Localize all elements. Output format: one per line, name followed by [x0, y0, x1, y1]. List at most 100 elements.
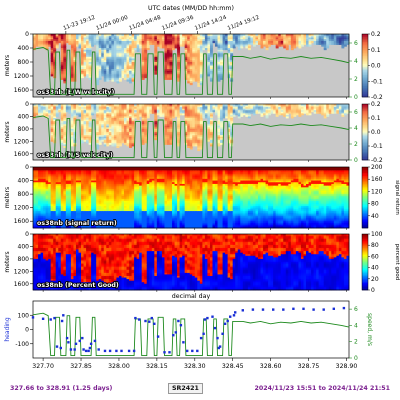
heatmap-cell: [48, 167, 52, 170]
heatmap-cell: [103, 144, 107, 147]
heatmap-cell: [60, 113, 64, 116]
heatmap-cell: [108, 189, 112, 192]
heatmap-cell: [121, 141, 125, 144]
heatmap-cell: [129, 138, 132, 141]
heatmap-cell: [45, 39, 49, 42]
heatmap-cell: [116, 46, 120, 49]
heatmap-cell: [172, 35, 175, 38]
heatmap-cell: [106, 44, 110, 47]
heatmap-cell: [209, 62, 213, 65]
heatmap-cell: [50, 104, 54, 106]
heatmap-cell: [230, 65, 234, 68]
heatmap-cell: [192, 108, 196, 111]
heatmap-cell: [184, 39, 188, 42]
heatmap-cell: [189, 65, 193, 68]
heatmap-cell: [40, 205, 44, 209]
heatmap-cell: [73, 46, 77, 49]
heatmap-cell: [290, 107, 294, 110]
heatmap-cell: [116, 44, 120, 47]
heatmap-cell: [124, 72, 127, 75]
heatmap-cell: [313, 111, 317, 114]
heatmap-cell: [194, 124, 198, 127]
heatmap-cell: [88, 135, 92, 138]
heatmap-cell: [48, 190, 52, 193]
heatmap-cell: [108, 197, 112, 200]
heatmap-cell: [209, 130, 213, 133]
heatmap-cell: [217, 74, 221, 77]
heatmap-cell: [45, 110, 49, 113]
heatmap-cell: [106, 104, 110, 106]
heatmap-cell: [124, 108, 127, 111]
heatmap-cell: [83, 110, 87, 113]
heatmap-cell: [106, 142, 110, 145]
heatmap-cell: [86, 74, 90, 77]
heatmap-cell: [106, 216, 110, 219]
heatmap-cell: [124, 141, 127, 144]
heatmap-cell: [60, 46, 64, 49]
heatmap-cell: [65, 177, 69, 180]
heatmap-cell: [83, 67, 87, 70]
heatmap-cell: [169, 51, 173, 54]
heatmap-cell: [55, 110, 59, 113]
heatmap-cell: [247, 37, 251, 40]
heatmap-cell: [116, 70, 120, 73]
heatmap-cell: [343, 39, 347, 42]
heatmap-cell: [113, 167, 117, 170]
heatmap-cell: [166, 65, 170, 68]
heatmap-cell: [131, 127, 135, 130]
heatmap-cell: [45, 221, 49, 224]
heatmap-cell: [202, 110, 206, 113]
heatmap-cell: [33, 168, 36, 171]
heatmap-cell: [113, 67, 117, 70]
heatmap-cell: [118, 224, 122, 227]
heatmap-cell: [108, 105, 112, 108]
y-tick-label-3: 1200: [14, 138, 29, 145]
heatmap-cell: [33, 219, 36, 222]
heatmap-cell: [141, 111, 145, 114]
heatmap-cell: [101, 202, 105, 205]
heatmap-cell: [63, 192, 67, 195]
heatmap-cell: [113, 144, 117, 147]
heatmap-cell: [70, 63, 74, 66]
heatmap-cell: [58, 110, 62, 113]
heatmap-cell: [207, 49, 211, 52]
heatmap-cell: [209, 124, 213, 127]
heatmap-cell: [78, 39, 82, 42]
heatmap-cell: [194, 135, 198, 138]
heatmap-cell: [106, 139, 110, 142]
heatmap-cell: [83, 178, 87, 181]
heatmap-cell: [126, 41, 130, 44]
heatmap-cell: [63, 167, 67, 170]
heatmap-cell: [126, 135, 130, 138]
heatmap-cell: [126, 125, 130, 128]
heatmap-cell: [177, 138, 181, 141]
heatmap-cell: [108, 124, 112, 127]
heatmap-cell: [169, 69, 173, 72]
heatmap-cell: [199, 142, 203, 145]
heatmap-cell: [146, 110, 150, 113]
heatmap-cell: [199, 116, 203, 119]
heatmap-cell: [60, 226, 64, 229]
heatmap-cell: [91, 173, 95, 176]
heatmap-cell: [83, 104, 87, 106]
heatmap-cell: [245, 114, 249, 117]
heatmap-cell: [101, 72, 105, 75]
heatmap-cell: [86, 226, 90, 229]
heatmap-cell: [60, 185, 64, 188]
heatmap-cell: [217, 119, 221, 122]
heatmap-cell: [197, 118, 201, 120]
heatmap-cell: [65, 199, 69, 202]
heatmap-cell: [333, 104, 337, 106]
heatmap-cell: [290, 41, 294, 44]
heatmap-cell: [40, 39, 44, 42]
heatmap-cell: [75, 195, 79, 198]
heatmap-cell: [96, 202, 100, 205]
heatmap-cell: [121, 216, 125, 219]
heatmap-cell: [78, 34, 82, 37]
heatmap-cell: [86, 211, 90, 214]
heatmap-cell: [227, 51, 231, 54]
heatmap-cell: [86, 35, 90, 38]
heatmap-cell: [126, 121, 130, 124]
heatmap-cell: [131, 136, 135, 139]
speed-line: [32, 115, 350, 159]
